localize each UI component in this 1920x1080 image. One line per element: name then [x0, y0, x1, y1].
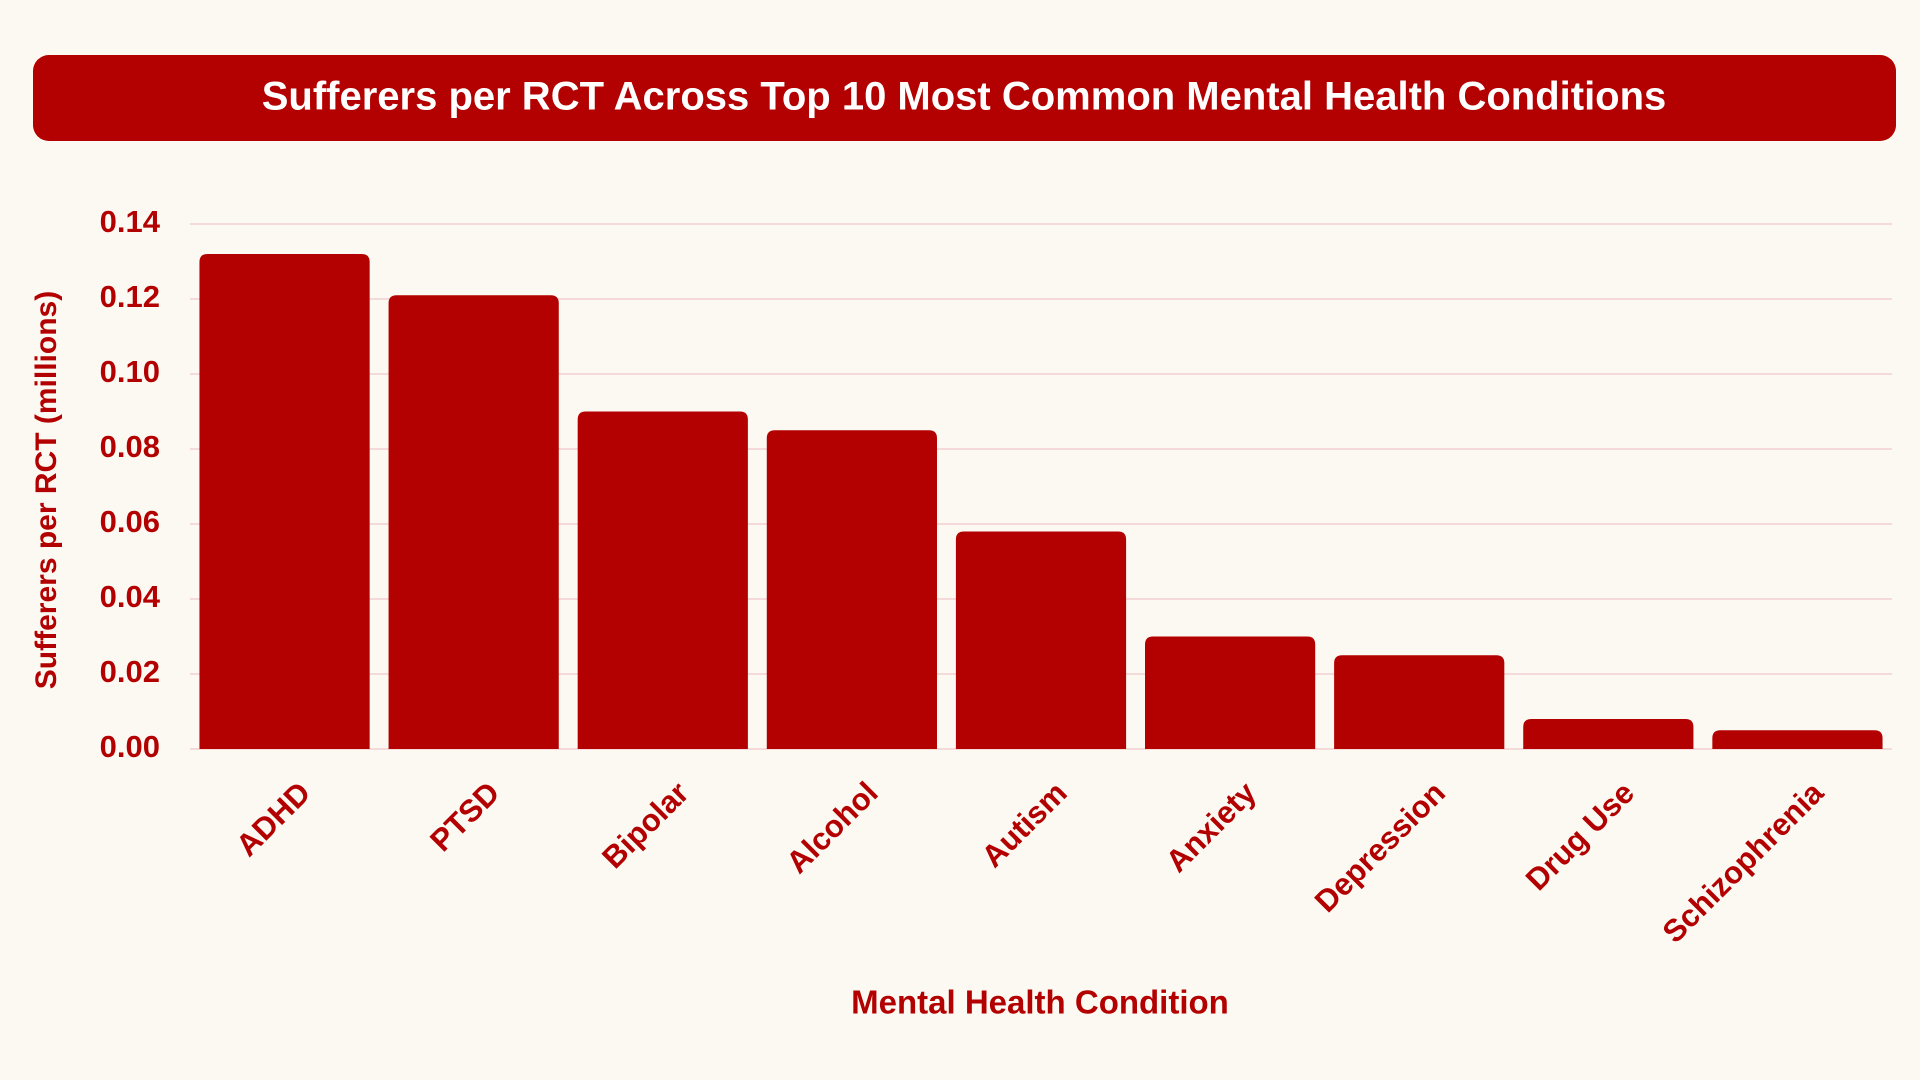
bar — [1145, 636, 1316, 749]
y-tick-label: 0.12 — [100, 279, 160, 314]
bar — [766, 430, 937, 749]
bar — [1334, 655, 1505, 749]
y-tick-label: 0.06 — [100, 504, 160, 539]
bar — [955, 531, 1127, 749]
y-tick-label: 0.14 — [100, 204, 161, 239]
chart-title: Sufferers per RCT Across Top 10 Most Com… — [262, 75, 1667, 119]
y-tick-label: 0.08 — [100, 429, 160, 464]
x-axis-title: Mental Health Condition — [851, 984, 1229, 1021]
title-banner — [33, 55, 1896, 141]
y-tick-label: 0.02 — [100, 654, 160, 689]
bar — [1712, 730, 1883, 749]
bar — [388, 295, 559, 749]
bar — [199, 254, 370, 749]
y-tick-label: 0.04 — [100, 579, 161, 614]
bar — [577, 411, 748, 749]
bar — [1523, 719, 1694, 749]
y-tick-label: 0.10 — [100, 354, 160, 389]
y-axis-title: Sufferers per RCT (millions) — [30, 291, 63, 689]
y-tick-label: 0.00 — [100, 729, 160, 764]
